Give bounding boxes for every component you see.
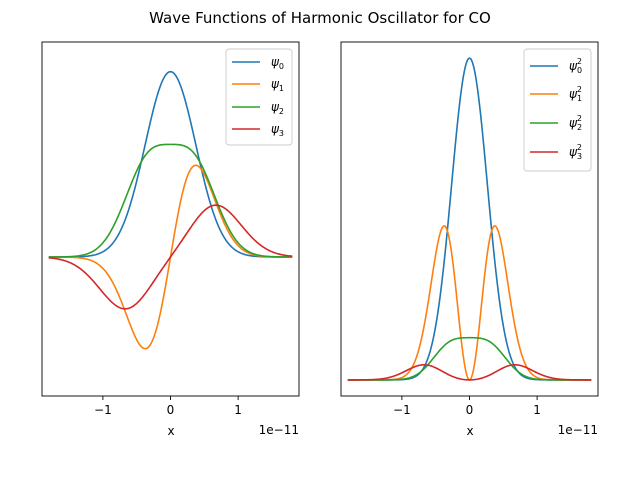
- right-legend-item-psi2-sq: ψ2 2: [530, 114, 582, 132]
- right-legend-item-psi3-sq: ψ2 3: [530, 143, 582, 161]
- left-legend-label-psi3: ψ3: [271, 122, 284, 138]
- right-plot-x-ticks: −1 0 1: [393, 396, 541, 417]
- left-legend-item-psi3: ψ3: [232, 122, 284, 138]
- figure-title: Wave Functions of Harmonic Oscillator fo…: [149, 9, 491, 27]
- right-series-psi2-sq: [347, 336, 592, 381]
- right-legend-label-psi1-sq: ψ2 1: [569, 85, 582, 103]
- left-legend-label-psi2: ψ2: [271, 100, 284, 116]
- left-series-psi3: [48, 204, 293, 310]
- right-legend-label-psi2-sq: ψ2 2: [569, 114, 582, 132]
- right-legend-label-psi3-sq: ψ2 3: [569, 143, 582, 161]
- right-plot: −1 0 1 x 1e−11 ψ2 0 ψ2 1 ψ2 2 ψ2 3: [340, 41, 599, 438]
- right-x-tick-label: −1: [393, 403, 411, 417]
- left-plot-x-ticks: −1 0 1: [94, 396, 242, 417]
- left-plot: −1 0 1 x 1e−11 ψ0 ψ1 ψ2 ψ3: [41, 41, 300, 438]
- right-x-tick-label: 0: [466, 403, 474, 417]
- right-legend-frame: [523, 48, 592, 172]
- left-x-tick-label: 0: [167, 403, 175, 417]
- right-legend-label-psi0-sq: ψ2 0: [569, 57, 582, 75]
- right-legend-item-psi1-sq: ψ2 1: [530, 85, 582, 103]
- left-x-tick-label: 1: [234, 403, 242, 417]
- right-x-tick-label: 1: [533, 403, 541, 417]
- left-plot-x-offset: 1e−11: [259, 423, 299, 437]
- left-legend-frame: [225, 48, 293, 146]
- left-x-tick-label: −1: [94, 403, 112, 417]
- left-plot-xlabel: x: [167, 424, 174, 438]
- left-legend-label-psi1: ψ1: [271, 77, 284, 93]
- right-plot-lines: [347, 57, 592, 381]
- left-plot-lines: [48, 70, 293, 350]
- right-series-psi3-sq: [347, 363, 592, 381]
- right-plot-legend: ψ2 0 ψ2 1 ψ2 2 ψ2 3: [523, 48, 592, 172]
- left-legend-item-psi1: ψ1: [232, 77, 284, 93]
- left-legend-item-psi0: ψ0: [232, 55, 284, 71]
- left-legend-item-psi2: ψ2: [232, 100, 284, 116]
- right-plot-xlabel: x: [466, 424, 473, 438]
- left-series-psi2: [48, 143, 293, 258]
- left-legend-label-psi0: ψ0: [271, 55, 284, 71]
- right-legend-item-psi0-sq: ψ2 0: [530, 57, 582, 75]
- left-plot-legend: ψ0 ψ1 ψ2 ψ3: [225, 48, 293, 146]
- right-plot-x-offset: 1e−11: [558, 423, 598, 437]
- left-series-psi0: [48, 70, 293, 258]
